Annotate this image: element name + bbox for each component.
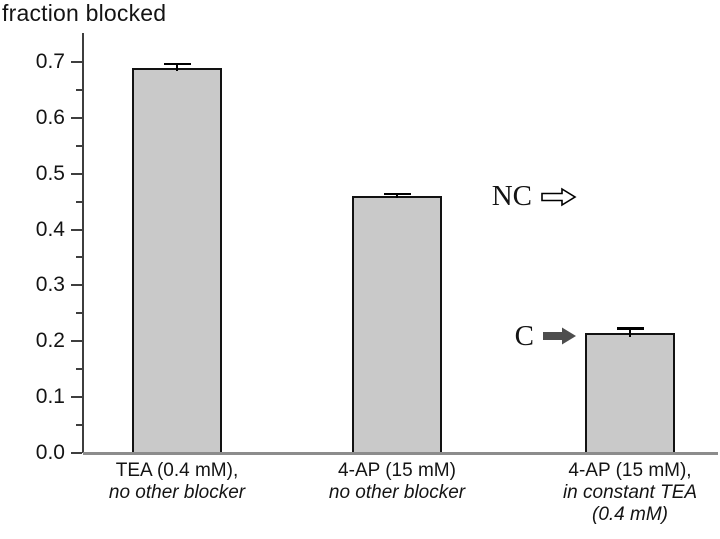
open-right-arrow-icon xyxy=(541,187,577,206)
error-bar-cap xyxy=(616,327,644,330)
category-label-line: in constant TEA xyxy=(562,482,698,503)
y-axis-major-tick xyxy=(71,452,82,454)
error-bar-line xyxy=(629,328,631,338)
y-tick-label: 0.1 xyxy=(35,385,65,409)
category-label-line: no other blocker xyxy=(108,482,246,503)
category-label-line: 4-AP (15 mM), xyxy=(568,460,692,481)
y-axis-line xyxy=(82,33,84,453)
y-axis-major-tick xyxy=(71,340,82,343)
annotation-nc: NC xyxy=(492,182,577,211)
y-axis-minor-tick xyxy=(76,368,82,371)
annotation-text: C xyxy=(514,319,534,352)
y-axis-major-tick xyxy=(71,228,82,231)
y-axis-minor-tick xyxy=(76,312,82,315)
y-axis-major-tick xyxy=(71,396,82,399)
y-tick-label: 0.0 xyxy=(35,441,65,464)
y-tick-label: 0.5 xyxy=(35,161,65,185)
category-label: 4-AP (15 mM), in constant TEA (0.4 mM) xyxy=(500,460,720,526)
y-tick-label: 0.3 xyxy=(35,273,65,297)
annotation-c: C xyxy=(514,319,577,352)
y-axis-minor-tick xyxy=(76,256,82,259)
category-label: TEA (0.4 mM), no other blocker xyxy=(47,460,307,504)
y-tick-label: 0.6 xyxy=(35,105,65,129)
y-axis-minor-tick xyxy=(76,200,82,203)
category-label-line: no other blocker xyxy=(328,482,466,503)
bar xyxy=(132,67,222,453)
y-axis-major-tick xyxy=(71,284,82,287)
y-tick-label: 0.4 xyxy=(35,217,65,241)
chart-title: fraction blocked xyxy=(2,0,167,26)
category-label-line: 4-AP (15 mM) xyxy=(338,460,456,481)
y-axis-minor-tick xyxy=(76,424,82,427)
annotation-text: NC xyxy=(491,180,532,213)
y-axis-minor-tick xyxy=(76,88,82,91)
filled-right-arrow-icon xyxy=(543,327,576,345)
y-tick-label: 0.7 xyxy=(35,49,65,73)
bar xyxy=(585,332,675,453)
y-axis-major-tick xyxy=(71,172,82,175)
category-label: 4-AP (15 mM) no other blocker xyxy=(267,460,527,504)
error-bar-line xyxy=(396,193,398,199)
y-axis-minor-tick xyxy=(76,144,82,147)
y-axis-major-tick xyxy=(71,116,82,119)
error-bar-cap xyxy=(383,192,411,196)
bar xyxy=(352,196,442,453)
category-label-line: (0.4 mM) xyxy=(592,504,668,525)
y-axis-major-tick xyxy=(71,60,82,63)
category-label-line: TEA (0.4 mM), xyxy=(115,460,239,481)
y-tick-label: 0.2 xyxy=(35,329,65,353)
error-bar-cap xyxy=(163,62,191,66)
error-bar-line xyxy=(176,63,178,72)
x-axis-baseline xyxy=(83,451,718,455)
